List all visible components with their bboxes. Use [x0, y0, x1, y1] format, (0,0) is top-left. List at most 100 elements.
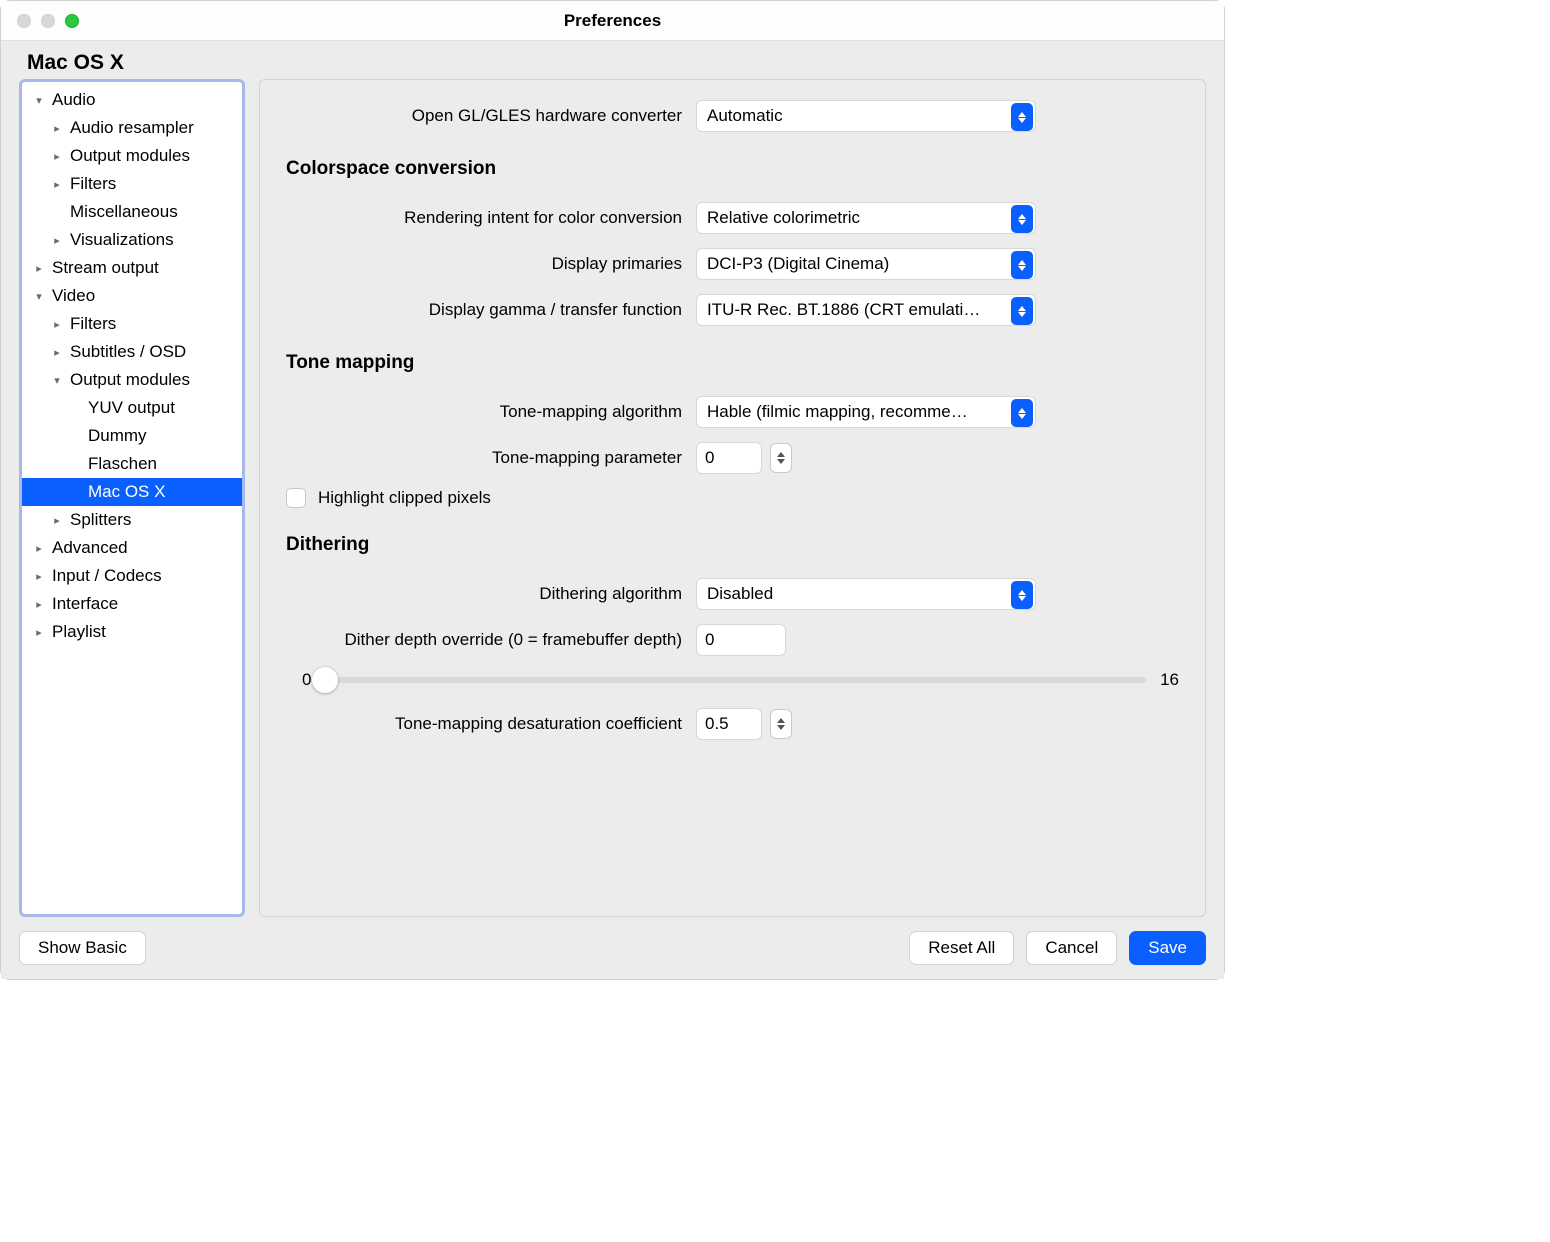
- tree-item-label: Miscellaneous: [64, 202, 178, 222]
- disclosure-right-icon[interactable]: ▸: [32, 542, 46, 555]
- highlight-clipped-checkbox[interactable]: [286, 488, 306, 508]
- disclosure-down-icon[interactable]: ▾: [32, 290, 46, 303]
- disclosure-right-icon[interactable]: ▸: [32, 626, 46, 639]
- preferences-body: Mac OS X ▾Audio▸Audio resampler▸Output m…: [1, 41, 1224, 979]
- tree-item[interactable]: ▾Audio: [22, 86, 242, 114]
- tree-item-label: Interface: [46, 594, 118, 614]
- page-title: Mac OS X: [19, 49, 1206, 79]
- tree-item-label: YUV output: [82, 398, 175, 418]
- tree-item[interactable]: ▸Visualizations: [22, 226, 242, 254]
- window-controls: [1, 14, 79, 28]
- gl-converter-select[interactable]: Automatic: [696, 100, 1036, 132]
- tree-item-label: Audio resampler: [64, 118, 194, 138]
- dither-depth-input[interactable]: 0: [696, 624, 786, 656]
- tree-item[interactable]: ▸Advanced: [22, 534, 242, 562]
- section-tone-mapping: Tone mapping: [286, 352, 1179, 374]
- rendering-intent-label: Rendering intent for color conversion: [286, 208, 696, 228]
- tree-item-label: Filters: [64, 174, 116, 194]
- disclosure-right-icon[interactable]: ▸: [50, 234, 64, 247]
- dither-slider-max: 16: [1160, 670, 1179, 690]
- display-gamma-select[interactable]: ITU-R Rec. BT.1886 (CRT emulati…: [696, 294, 1036, 326]
- cancel-button[interactable]: Cancel: [1026, 931, 1117, 965]
- show-basic-button[interactable]: Show Basic: [19, 931, 146, 965]
- tree-item-label: Flaschen: [82, 454, 157, 474]
- tree-item-label: Stream output: [46, 258, 159, 278]
- display-primaries-select[interactable]: DCI-P3 (Digital Cinema): [696, 248, 1036, 280]
- dither-algo-select[interactable]: Disabled: [696, 578, 1036, 610]
- dither-depth-label: Dither depth override (0 = framebuffer d…: [286, 630, 696, 650]
- reset-all-button[interactable]: Reset All: [909, 931, 1014, 965]
- tree-item[interactable]: ▸Stream output: [22, 254, 242, 282]
- select-caret-icon: [1011, 205, 1033, 233]
- select-caret-icon: [1011, 251, 1033, 279]
- category-tree[interactable]: ▾Audio▸Audio resampler▸Output modules▸Fi…: [19, 79, 245, 917]
- tone-param-label: Tone-mapping parameter: [286, 448, 696, 468]
- window-title: Preferences: [1, 11, 1224, 31]
- save-button[interactable]: Save: [1129, 931, 1206, 965]
- tone-algo-select[interactable]: Hable (filmic mapping, recomme…: [696, 396, 1036, 428]
- section-dithering: Dithering: [286, 534, 1179, 556]
- dither-depth-slider[interactable]: [325, 677, 1146, 683]
- desat-coeff-stepper[interactable]: [770, 709, 792, 739]
- select-caret-icon: [1011, 581, 1033, 609]
- tree-item[interactable]: ▸Splitters: [22, 506, 242, 534]
- tree-item-label: Mac OS X: [82, 482, 165, 502]
- settings-panel: Open GL/GLES hardware converter Automati…: [259, 79, 1206, 917]
- select-caret-icon: [1011, 103, 1033, 131]
- close-window-button[interactable]: [17, 14, 31, 28]
- section-colorspace: Colorspace conversion: [286, 158, 1179, 180]
- tree-item[interactable]: ▸Playlist: [22, 618, 242, 646]
- tree-item-label: Input / Codecs: [46, 566, 162, 586]
- tree-item[interactable]: ▸Filters: [22, 310, 242, 338]
- tree-item-label: Output modules: [64, 146, 190, 166]
- tree-item-label: Dummy: [82, 426, 147, 446]
- disclosure-right-icon[interactable]: ▸: [50, 178, 64, 191]
- tree-item[interactable]: Dummy: [22, 422, 242, 450]
- tree-item[interactable]: ▸Filters: [22, 170, 242, 198]
- disclosure-right-icon[interactable]: ▸: [32, 262, 46, 275]
- dither-algo-label: Dithering algorithm: [286, 584, 696, 604]
- tree-item[interactable]: YUV output: [22, 394, 242, 422]
- disclosure-right-icon[interactable]: ▸: [32, 598, 46, 611]
- tree-item[interactable]: Mac OS X: [22, 478, 242, 506]
- tree-item-label: Splitters: [64, 510, 131, 530]
- highlight-clipped-label: Highlight clipped pixels: [318, 488, 491, 508]
- zoom-window-button[interactable]: [65, 14, 79, 28]
- disclosure-right-icon[interactable]: ▸: [50, 318, 64, 331]
- tree-item-label: Advanced: [46, 538, 128, 558]
- disclosure-right-icon[interactable]: ▸: [50, 514, 64, 527]
- slider-thumb[interactable]: [312, 667, 338, 693]
- disclosure-right-icon[interactable]: ▸: [50, 150, 64, 163]
- minimize-window-button[interactable]: [41, 14, 55, 28]
- footer-buttons: Show Basic Reset All Cancel Save: [19, 917, 1206, 965]
- tone-param-stepper[interactable]: [770, 443, 792, 473]
- dither-slider-min: 0: [302, 670, 311, 690]
- tree-item[interactable]: ▸Input / Codecs: [22, 562, 242, 590]
- disclosure-right-icon[interactable]: ▸: [50, 122, 64, 135]
- tree-item[interactable]: ▾Video: [22, 282, 242, 310]
- rendering-intent-select[interactable]: Relative colorimetric: [696, 202, 1036, 234]
- disclosure-right-icon[interactable]: ▸: [32, 570, 46, 583]
- display-gamma-label: Display gamma / transfer function: [286, 300, 696, 320]
- disclosure-down-icon[interactable]: ▾: [50, 374, 64, 387]
- desat-coeff-label: Tone-mapping desaturation coefficient: [286, 714, 696, 734]
- tree-item[interactable]: ▾Output modules: [22, 366, 242, 394]
- display-primaries-label: Display primaries: [286, 254, 696, 274]
- tree-item-label: Audio: [46, 90, 95, 110]
- tree-item[interactable]: Flaschen: [22, 450, 242, 478]
- tree-item-label: Playlist: [46, 622, 106, 642]
- tree-item-label: Filters: [64, 314, 116, 334]
- tree-item[interactable]: ▸Audio resampler: [22, 114, 242, 142]
- disclosure-down-icon[interactable]: ▾: [32, 94, 46, 107]
- tree-item[interactable]: ▸Subtitles / OSD: [22, 338, 242, 366]
- tone-algo-label: Tone-mapping algorithm: [286, 402, 696, 422]
- select-caret-icon: [1011, 297, 1033, 325]
- desat-coeff-input[interactable]: 0.5: [696, 708, 762, 740]
- tree-item-label: Output modules: [64, 370, 190, 390]
- tone-param-input[interactable]: 0: [696, 442, 762, 474]
- tree-item[interactable]: ▸Interface: [22, 590, 242, 618]
- select-caret-icon: [1011, 399, 1033, 427]
- tree-item[interactable]: ▸Output modules: [22, 142, 242, 170]
- disclosure-right-icon[interactable]: ▸: [50, 346, 64, 359]
- tree-item[interactable]: Miscellaneous: [22, 198, 242, 226]
